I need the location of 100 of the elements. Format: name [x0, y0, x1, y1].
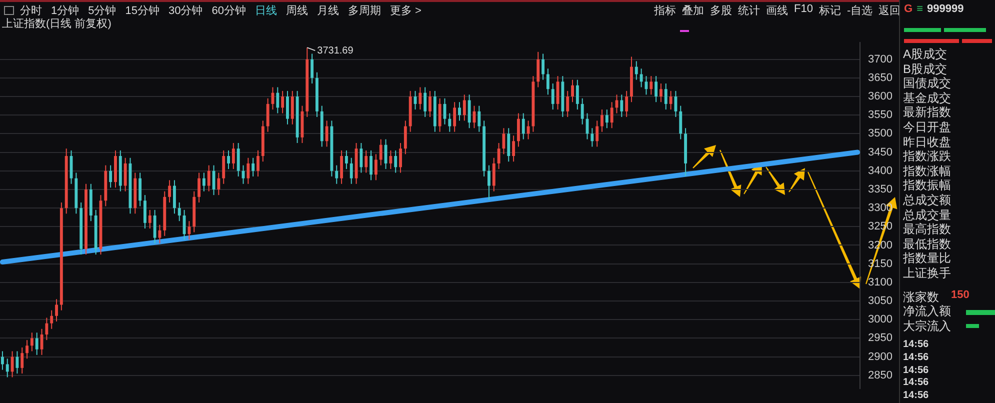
candlestick — [659, 83, 662, 103]
candlestick — [546, 68, 550, 96]
candlestick — [55, 298, 58, 322]
candlestick — [654, 76, 658, 103]
candlestick — [198, 172, 201, 203]
candlestick — [487, 164, 490, 200]
y-tick-label: 3400 — [868, 164, 892, 177]
candlestick — [350, 157, 353, 184]
candlestick — [370, 150, 373, 181]
text: -自选 — [846, 4, 873, 18]
candlestick — [374, 154, 378, 181]
candlestick — [344, 150, 348, 170]
candlestick — [526, 120, 530, 140]
candlestick — [522, 112, 525, 140]
y-tick-label: 3700 — [868, 53, 892, 66]
candlestick — [399, 142, 402, 174]
candlestick — [600, 109, 604, 132]
text: 标记 — [818, 4, 841, 18]
chart-title: 上证指数(日线 前复权) — [2, 17, 112, 31]
y-tick-label: 3600 — [868, 90, 892, 103]
candlestick — [227, 150, 230, 170]
candlestick — [625, 90, 628, 118]
candlestick — [536, 51, 540, 88]
annotation: 3731.69 — [317, 45, 354, 56]
y-tick-label: 3550 — [868, 109, 892, 122]
candlestick — [207, 164, 210, 192]
candlestick — [172, 180, 176, 214]
candlestick — [182, 209, 186, 240]
candlestick — [232, 142, 235, 170]
candlestick — [148, 209, 152, 230]
y-tick-label: 3000 — [868, 314, 892, 326]
text: 分时 — [20, 4, 42, 18]
candlestick — [664, 83, 668, 110]
text: 14:56 — [903, 377, 929, 390]
candlestick — [566, 90, 570, 118]
text: 昨日收盘 — [903, 134, 951, 150]
y-tick-label: 2950 — [868, 332, 892, 344]
candlestick — [138, 172, 142, 207]
text: 返回 — [878, 4, 901, 18]
text: ≡ — [916, 3, 923, 15]
text: 60分钟 — [212, 4, 246, 18]
candlestick — [468, 94, 471, 129]
text: 多股 — [710, 4, 732, 18]
candlestick — [168, 180, 172, 203]
candlestick — [188, 220, 191, 240]
text: 多周期 — [348, 4, 381, 18]
text: 总成交量 — [903, 208, 951, 222]
text: 14:56 — [903, 352, 929, 365]
candlestick — [143, 194, 146, 230]
candlestick — [30, 332, 34, 352]
text: 月线 — [317, 4, 339, 18]
candlestick — [404, 120, 407, 155]
candlestick — [50, 310, 54, 330]
candlestick — [507, 128, 510, 162]
candlestick — [462, 94, 466, 122]
candlestick — [448, 112, 452, 132]
candlestick — [6, 358, 9, 378]
candlestick — [650, 76, 653, 96]
text: 上证换手 — [903, 266, 951, 280]
candlestick — [16, 350, 19, 374]
candlestick — [428, 90, 432, 118]
text: 指数振幅 — [903, 178, 951, 193]
candlestick — [571, 79, 574, 103]
candlestick — [620, 94, 624, 118]
text: 周线 — [286, 4, 308, 18]
text: 涨家数 — [903, 289, 939, 305]
text: 999999 — [926, 3, 964, 15]
candlestick — [542, 53, 545, 80]
text: 最低指数 — [903, 236, 951, 252]
candlestick — [605, 109, 608, 129]
candlestick — [497, 142, 500, 170]
candlestick — [418, 86, 422, 110]
candlestick — [453, 102, 456, 132]
candlestick — [256, 150, 260, 177]
text: 净流入额 — [903, 304, 951, 319]
y-tick-label: 3100 — [868, 276, 892, 288]
text: B股成交 — [903, 62, 948, 76]
text: 基金成交 — [903, 90, 951, 106]
text: 14:56 — [903, 339, 929, 352]
candlestick — [124, 157, 127, 192]
text: 叠加 — [682, 4, 704, 18]
text: 指标 — [654, 4, 676, 18]
candlestick — [424, 86, 427, 118]
text: 30分钟 — [168, 4, 203, 18]
y-tick-label: 3350 — [868, 184, 892, 196]
candlestick — [516, 112, 520, 148]
candlestick — [222, 150, 226, 184]
candlestick — [26, 340, 29, 360]
candlestick — [640, 68, 643, 88]
text: 14:56 — [903, 390, 929, 403]
text: F10 — [794, 3, 813, 17]
candlestick — [596, 120, 599, 148]
candlestick — [310, 53, 314, 84]
text: 更多 > — [390, 4, 422, 18]
text: 5分钟 — [88, 4, 116, 18]
text: 国债成交 — [903, 76, 951, 91]
candlestick — [217, 172, 220, 196]
y-tick-label: 3450 — [868, 146, 892, 158]
text: 最新指数 — [903, 105, 951, 120]
candlestick — [158, 224, 162, 244]
